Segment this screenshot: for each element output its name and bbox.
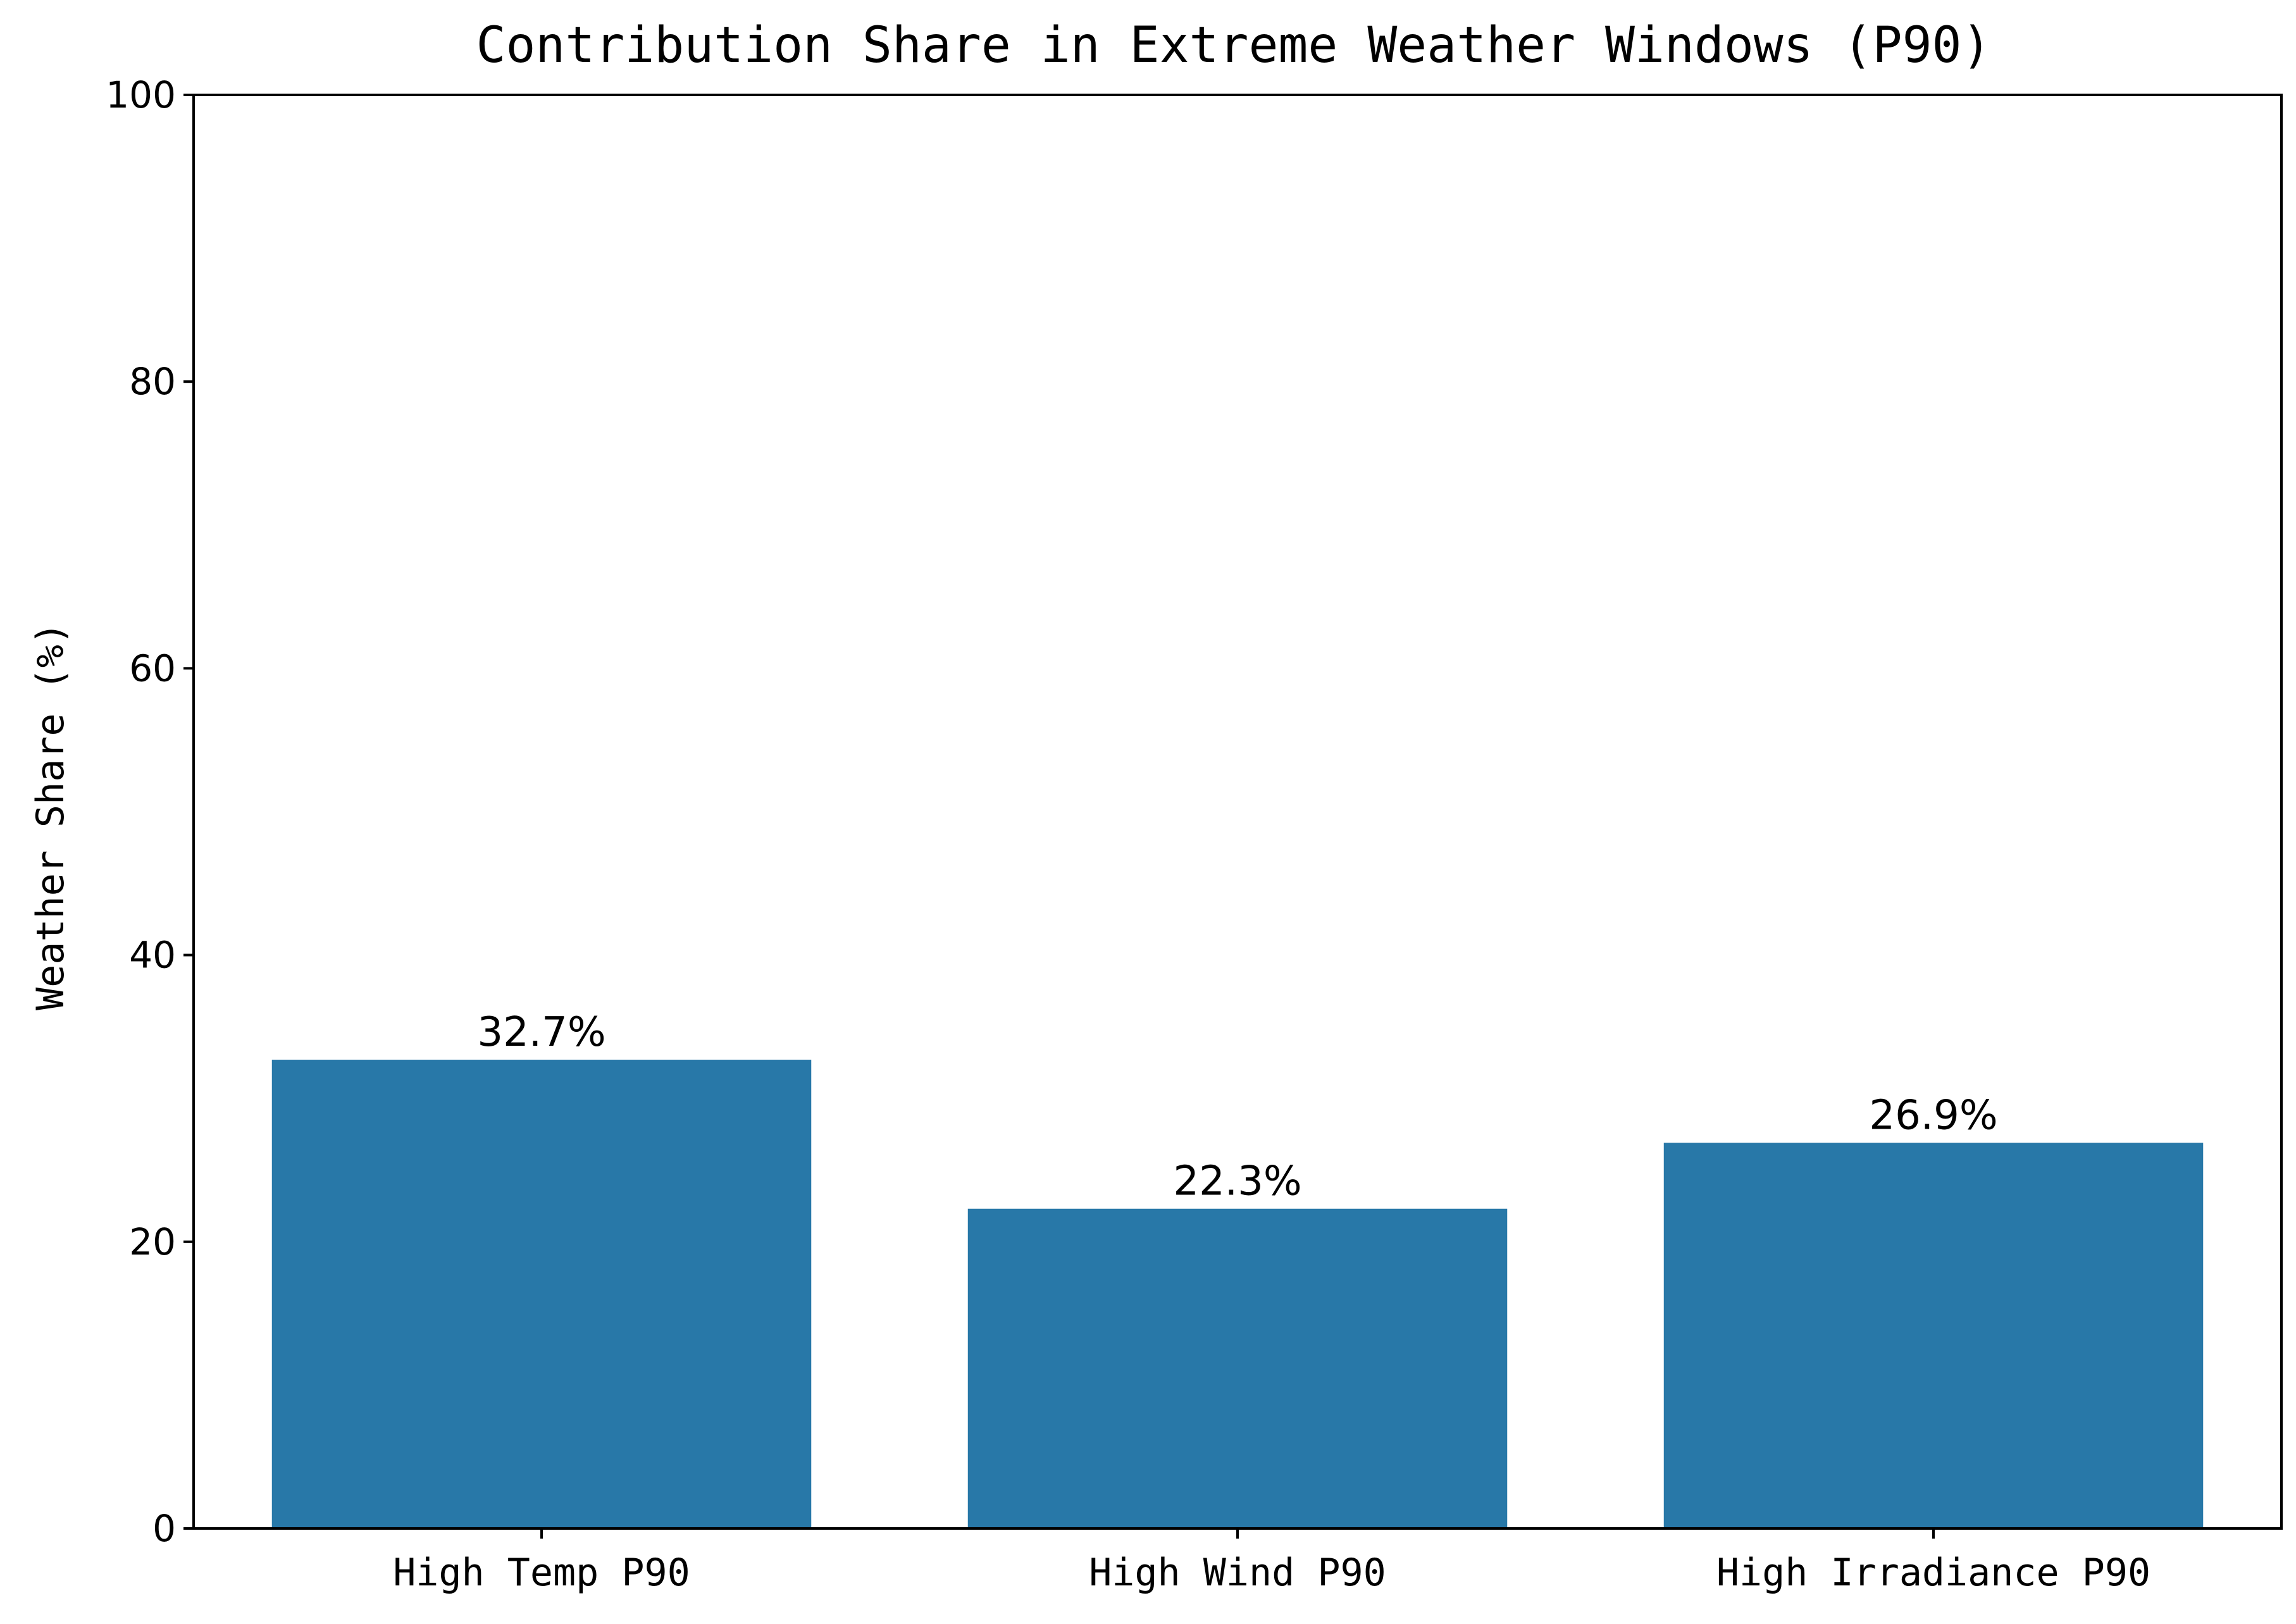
data-label: 22.3% [1173,1158,1301,1205]
y-tick-label: 20 [129,1220,176,1263]
y-tick-label: 100 [106,73,176,116]
y-axis-label: Weather Share (%) [28,622,73,1010]
x-tick-label: High Irradiance P90 [1716,1551,2150,1595]
bar-high-temp-p90 [271,1060,812,1528]
y-axis-ticks: 0 20 40 60 80 100 [106,73,194,1550]
bar-high-irradiance-p90 [1663,1143,2204,1528]
y-tick-label: 0 [152,1507,176,1550]
data-label: 26.9% [1869,1092,1997,1139]
y-tick-label: 80 [129,360,176,403]
data-label: 32.7% [477,1009,605,1056]
chart-title: Contribution Share in Extreme Weather Wi… [476,17,1992,74]
y-tick-label: 40 [129,934,176,977]
plot-frame [192,94,2283,1530]
y-tick-label: 60 [129,647,176,690]
x-tick-label: High Wind P90 [1089,1551,1386,1595]
bars-group: 32.7% 22.3% 26.9% [271,1009,2204,1528]
bar-high-wind-p90 [967,1208,1508,1528]
x-axis-ticks: High Temp P90 High Wind P90 High Irradianc… [393,1528,2150,1595]
x-tick-label: High Temp P90 [393,1551,690,1595]
